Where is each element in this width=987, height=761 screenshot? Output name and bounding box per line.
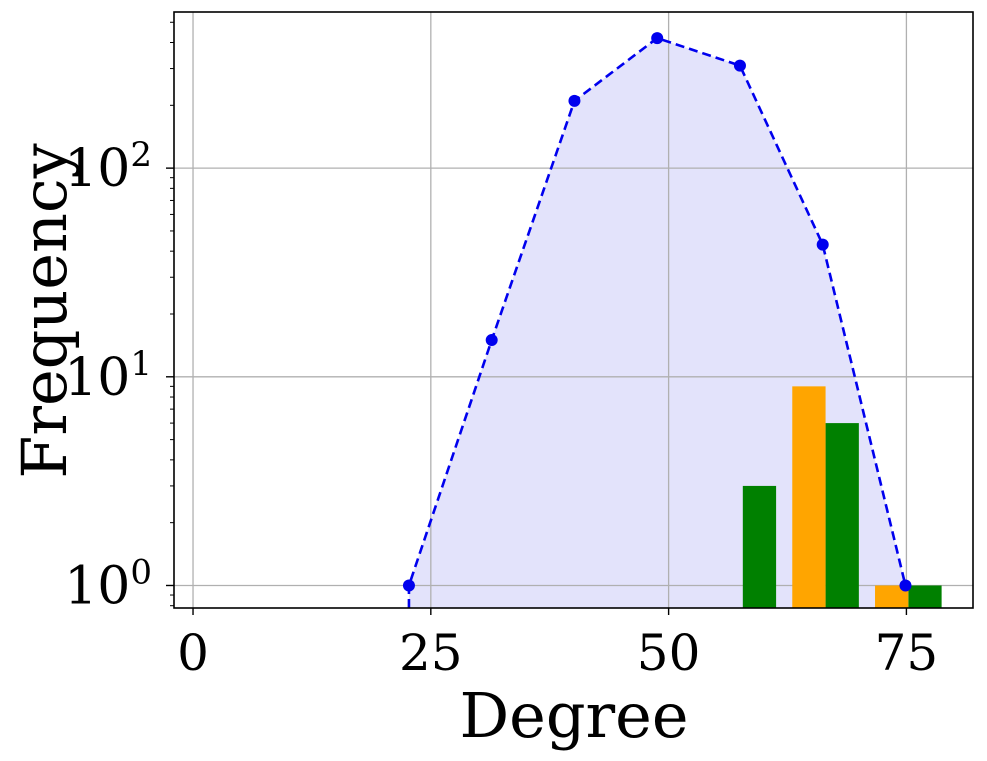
y-tick-label: 100 (64, 552, 152, 616)
x-tick-label: 25 (399, 624, 463, 682)
data-point-3 (651, 32, 664, 45)
area-fill-group (408, 38, 906, 609)
y-tick-label: 101 (64, 344, 152, 408)
data-point-6 (899, 579, 912, 592)
x-tick-label: 75 (875, 624, 939, 682)
y-tick-label: 102 (64, 135, 152, 199)
bar-1 (825, 423, 859, 608)
y-axis-label: Frequency (8, 143, 81, 478)
x-tick-label: 0 (177, 624, 209, 682)
bar-0 (742, 485, 777, 608)
data-point-5 (816, 238, 829, 251)
data-point-1 (485, 334, 498, 347)
x-tick-label: 50 (637, 624, 701, 682)
axes-group: 0 25 50 75 100 101 102 (64, 11, 974, 682)
bar-2 (908, 585, 942, 608)
bar-0 (792, 386, 826, 608)
x-axis-label: Degree (459, 679, 688, 752)
data-point-0 (402, 579, 415, 592)
area-fill (408, 38, 906, 609)
data-point-2 (568, 94, 581, 107)
data-point-4 (733, 59, 746, 72)
bars-group (742, 386, 942, 608)
series-line (407, 36, 907, 608)
line-group (402, 32, 912, 608)
plot-frame (173, 11, 974, 609)
bar-1 (875, 585, 909, 608)
